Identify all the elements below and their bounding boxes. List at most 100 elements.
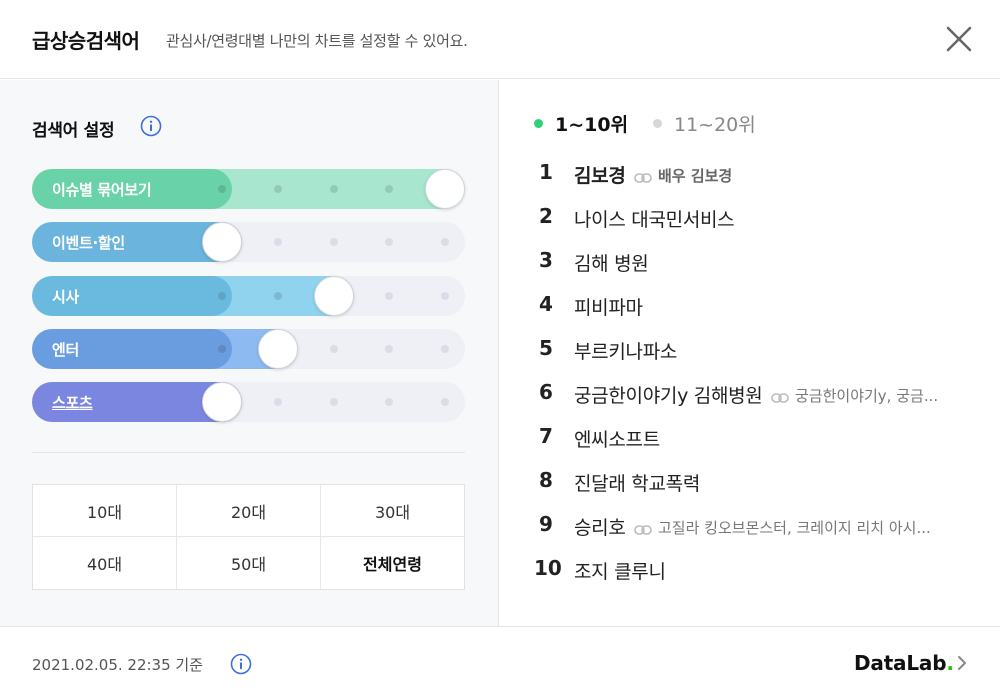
rank-number: 3 (539, 248, 553, 272)
slider-step-dot[interactable] (441, 238, 449, 246)
page-title: 급상승검색어 (32, 29, 140, 53)
rank-keyword[interactable]: 나이스 대국민서비스 (574, 209, 735, 231)
age-option-30s[interactable]: 30대 (321, 485, 464, 537)
related-keywords[interactable]: 배우 김보경 (634, 165, 732, 186)
rank-number: 7 (539, 424, 553, 448)
slider-step-dot[interactable] (385, 398, 394, 406)
rank-number: 5 (539, 336, 553, 360)
rank-keyword[interactable]: 궁금한이야기y 김해병원 (574, 385, 763, 407)
slider-step-dot[interactable] (218, 292, 226, 300)
slider-3[interactable]: 시사 (32, 276, 465, 316)
rank-item[interactable]: 8 진달래 학교폭력 (534, 468, 974, 512)
slider-5[interactable]: 스포츠 (32, 382, 465, 422)
slider-label: 이벤트·할인 (52, 234, 125, 252)
bullet-icon (534, 119, 543, 128)
settings-title: 검색어 설정 (32, 121, 115, 141)
rank-item[interactable]: 3 김해 병원 (534, 248, 974, 292)
rank-keyword[interactable]: 엔씨소프트 (574, 429, 660, 451)
slider-knob[interactable] (257, 329, 298, 369)
slider-step-dot[interactable] (218, 185, 226, 193)
rank-item[interactable]: 1 김보경 배우 김보경 (534, 160, 974, 204)
footer: 2021.02.05. 22:35 기준 DataLab. (0, 626, 1000, 696)
slider-step-dot[interactable] (329, 398, 338, 406)
slider-1[interactable]: 이슈별 묶어보기 (32, 169, 465, 209)
rank-item[interactable]: 9 승리호 고질라 킹오브몬스터, 크레이지 리치 아시... (534, 512, 974, 556)
slider-step-dot[interactable] (329, 345, 338, 353)
slider-track-fill (212, 169, 465, 209)
slider-label-fill (32, 329, 232, 369)
rank-number: 9 (539, 512, 553, 536)
rank-number: 2 (539, 204, 553, 228)
brand-text: DataLab (854, 651, 947, 675)
slider-step-dot[interactable] (385, 238, 394, 246)
rank-item[interactable]: 7 엔씨소프트 (534, 424, 974, 468)
slider-label: 이슈별 묶어보기 (52, 181, 152, 199)
slider-label-fill (32, 276, 232, 316)
slider-step-dot[interactable] (385, 345, 394, 353)
link-icon (634, 170, 652, 183)
close-button[interactable] (940, 20, 978, 58)
rank-number: 4 (539, 292, 553, 316)
tab-rank-1-10[interactable]: 1~10위 (534, 110, 628, 137)
bullet-icon (653, 119, 662, 128)
age-option-50s[interactable]: 50대 (177, 537, 321, 589)
slider-step-dot[interactable] (329, 185, 338, 193)
slider-step-dot[interactable] (385, 185, 394, 193)
rank-item[interactable]: 10 조지 클루니 (534, 556, 974, 600)
rank-keyword[interactable]: 김해 병원 (574, 253, 649, 275)
slider-step-dot[interactable] (273, 292, 282, 300)
slider-knob[interactable] (202, 222, 242, 262)
age-option-40s[interactable]: 40대 (33, 537, 177, 589)
rank-keyword[interactable]: 김보경 (574, 165, 626, 187)
age-filter: 10대 20대 30대 40대 50대 전체연령 (32, 484, 465, 590)
rank-number: 8 (539, 468, 553, 492)
slider-step-dot[interactable] (385, 292, 394, 300)
related-text: 배우 김보경 (658, 167, 733, 185)
slider-step-dot[interactable] (218, 345, 226, 353)
related-keywords[interactable]: 궁금한이야기y, 궁금... (771, 385, 938, 406)
slider-step-dot[interactable] (273, 238, 282, 246)
page-subtitle: 관심사/연령대별 나만의 차트를 설정할 수 있어요. (166, 32, 468, 50)
related-text: 고질라 킹오브몬스터, 크레이지 리치 아시... (658, 519, 931, 537)
age-option-10s[interactable]: 10대 (33, 485, 177, 537)
slider-step-dot[interactable] (329, 238, 338, 246)
info-icon[interactable] (230, 653, 252, 675)
divider (32, 452, 465, 453)
age-option-20s[interactable]: 20대 (177, 485, 321, 537)
slider-knob[interactable] (313, 276, 354, 316)
header: 급상승검색어 관심사/연령대별 나만의 차트를 설정할 수 있어요. (0, 0, 1000, 79)
link-icon (634, 522, 652, 535)
slider-knob[interactable] (202, 382, 242, 422)
slider-step-dot[interactable] (441, 398, 449, 406)
rank-item[interactable]: 6 궁금한이야기y 김해병원 궁금한이야기y, 궁금... (534, 380, 974, 424)
rank-item[interactable]: 2 나이스 대국민서비스 (534, 204, 974, 248)
rank-number: 6 (539, 380, 553, 404)
info-icon[interactable] (140, 115, 162, 137)
slider-step-dot[interactable] (273, 185, 282, 193)
slider-2[interactable]: 이벤트·할인 (32, 222, 465, 262)
slider-step-dot[interactable] (441, 345, 449, 353)
link-icon (771, 390, 789, 403)
tab-label: 1~10위 (555, 114, 629, 136)
age-option-all[interactable]: 전체연령 (363, 555, 422, 574)
related-text: 궁금한이야기y, 궁금... (795, 387, 939, 405)
rank-item[interactable]: 4 피비파마 (534, 292, 974, 336)
rank-keyword[interactable]: 승리호 (574, 517, 626, 539)
datalab-link[interactable]: DataLab. (854, 651, 954, 675)
slider-step-dot[interactable] (273, 398, 282, 406)
ranking-panel: 1~10위 11~20위 1 김보경 배우 김보경 2 나이스 대국민서비스 3 김해 병원… (500, 80, 1000, 626)
slider-4[interactable]: 엔터 (32, 329, 465, 369)
rank-keyword[interactable]: 부르키나파소 (574, 341, 678, 363)
tab-rank-11-20[interactable]: 11~20위 (653, 110, 756, 137)
brand-dot: . (946, 651, 954, 675)
slider-label: 시사 (52, 288, 80, 306)
slider-step-dot[interactable] (441, 292, 449, 300)
slider-knob[interactable] (425, 169, 465, 209)
tab-label: 11~20위 (674, 114, 756, 136)
rank-keyword[interactable]: 조지 클루니 (574, 561, 666, 583)
rank-keyword[interactable]: 진달래 학교폭력 (574, 473, 701, 495)
rank-item[interactable]: 5 부르키나파소 (534, 336, 974, 380)
related-keywords[interactable]: 고질라 킹오브몬스터, 크레이지 리치 아시... (634, 517, 931, 538)
rank-keyword[interactable]: 피비파마 (574, 297, 643, 319)
